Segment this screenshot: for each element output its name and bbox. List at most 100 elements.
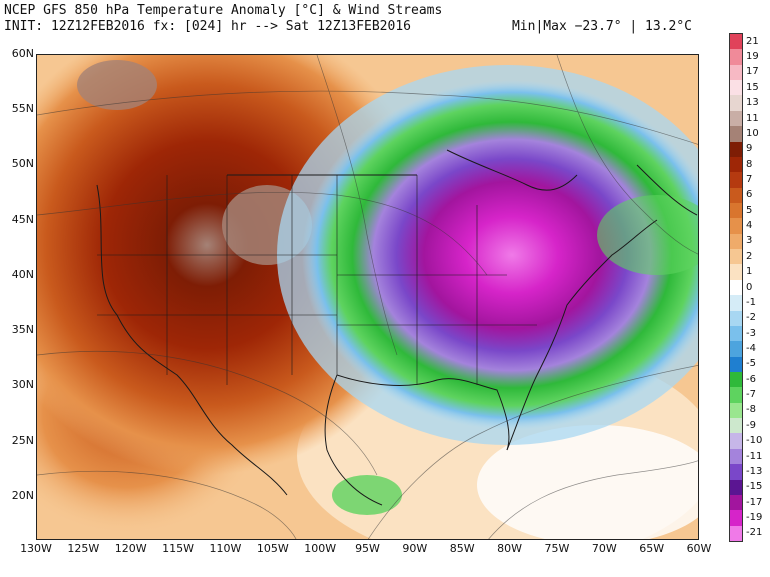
color-swatch xyxy=(730,218,742,235)
lon-tick-label: 90W xyxy=(402,542,428,555)
lon-tick-label: 105W xyxy=(256,542,289,555)
color-swatch xyxy=(730,34,742,50)
wind-streamlines xyxy=(37,55,698,539)
lat-tick-label: 25N xyxy=(11,433,34,447)
color-swatch xyxy=(730,203,742,219)
lon-tick-label: 75W xyxy=(544,542,570,555)
lon-tick-label: 110W xyxy=(209,542,242,555)
color-scale-label: 11 xyxy=(746,112,759,124)
color-swatch xyxy=(730,279,742,296)
color-scale-label: 4 xyxy=(746,220,753,232)
color-scale-label: -15 xyxy=(746,481,763,493)
color-swatch xyxy=(730,49,742,66)
color-swatch xyxy=(730,80,742,96)
color-swatch xyxy=(730,264,742,281)
color-scale-label: -9 xyxy=(746,419,756,431)
color-scale-label: 10 xyxy=(746,127,759,139)
chart-title: NCEP GFS 850 hPa Temperature Anomaly [°C… xyxy=(4,3,443,18)
lat-tick-label: 30N xyxy=(11,378,34,392)
color-scale-label: -7 xyxy=(746,389,756,401)
color-scale-label: 21 xyxy=(746,35,759,47)
color-scale-label: 8 xyxy=(746,158,753,170)
color-scale-label: -19 xyxy=(746,511,763,523)
color-scale-label: 1 xyxy=(746,266,753,278)
lat-tick-label: 60N xyxy=(11,47,34,60)
lat-tick-label: 40N xyxy=(11,267,34,281)
color-scale-bar xyxy=(729,33,743,542)
lat-tick-label: 35N xyxy=(11,323,34,337)
color-scale-label: 2 xyxy=(746,250,753,262)
lat-tick-label: 55N xyxy=(11,102,34,116)
color-swatch xyxy=(730,494,742,511)
color-swatch xyxy=(730,110,742,127)
eastern-cold-anomaly xyxy=(302,80,698,430)
color-swatch xyxy=(730,233,742,250)
color-scale-label: -10 xyxy=(746,435,763,447)
color-scale-label: -5 xyxy=(746,358,756,370)
color-scale-label: 0 xyxy=(746,281,753,293)
color-swatch xyxy=(730,141,742,158)
color-scale-label: 9 xyxy=(746,143,753,155)
color-swatch xyxy=(730,418,742,434)
lon-tick-label: 80W xyxy=(497,542,522,555)
color-swatch xyxy=(730,341,742,358)
lon-tick-label: 60W xyxy=(686,542,712,555)
color-scale-label: 13 xyxy=(746,97,759,109)
color-scale-label: 5 xyxy=(746,204,753,216)
maritimes-cool-patch xyxy=(597,195,698,275)
anomaly-map xyxy=(36,54,699,540)
anomaly-map-svg xyxy=(37,55,698,539)
init-forecast-info: INIT: 12Z12FEB2016 fx: [024] hr --> Sat … xyxy=(4,19,411,34)
lon-tick-label: 125W xyxy=(67,542,100,555)
color-scale-label: -8 xyxy=(746,404,756,416)
color-swatch xyxy=(730,325,742,342)
color-scale-label: -4 xyxy=(746,342,756,354)
lon-tick-label: 65W xyxy=(639,542,665,555)
color-swatch xyxy=(730,126,742,143)
color-swatch xyxy=(730,156,742,173)
color-swatch xyxy=(730,387,742,404)
color-scale-label: -1 xyxy=(746,296,756,308)
caribbean-neutral-region xyxy=(477,425,698,539)
color-scale-label: 7 xyxy=(746,173,753,185)
lon-tick-label: 120W xyxy=(114,542,147,555)
lon-tick-label: 95W xyxy=(355,542,380,555)
color-scale-label: -6 xyxy=(746,373,756,385)
color-scale-label: -21 xyxy=(746,527,763,539)
color-scale-label: -2 xyxy=(746,312,756,324)
color-swatch xyxy=(730,510,742,527)
color-scale-label: 17 xyxy=(746,66,759,78)
color-swatch xyxy=(730,249,742,265)
lon-tick-label: 130W xyxy=(20,542,52,555)
color-swatch xyxy=(730,95,742,112)
color-scale-label: 15 xyxy=(746,81,759,93)
color-swatch xyxy=(730,187,742,204)
color-swatch xyxy=(730,464,742,481)
color-scale-label: -17 xyxy=(746,496,763,508)
lon-tick-label: 70W xyxy=(591,542,617,555)
color-swatch xyxy=(730,433,742,450)
central-america-cool-patch xyxy=(332,475,402,515)
min-max-readout: Min|Max −23.7° | 13.2°C xyxy=(511,19,692,34)
warm-anomaly-peak-north xyxy=(77,60,157,110)
color-swatch xyxy=(730,310,742,327)
lat-tick-label: 50N xyxy=(11,157,34,171)
color-scale-label: 6 xyxy=(746,189,753,201)
color-scale-label: -3 xyxy=(746,327,756,339)
color-swatch xyxy=(730,402,742,419)
color-swatch xyxy=(730,64,742,81)
lon-tick-label: 100W xyxy=(304,542,337,555)
color-scale-label: -13 xyxy=(746,465,763,477)
coastlines xyxy=(96,149,698,506)
state-borders xyxy=(97,175,537,385)
color-swatch xyxy=(730,525,742,542)
color-swatch xyxy=(730,448,742,465)
color-scale-label: 3 xyxy=(746,235,753,247)
color-swatch xyxy=(730,295,742,312)
lon-tick-label: 85W xyxy=(449,542,475,555)
color-swatch xyxy=(730,172,742,189)
lat-tick-label: 20N xyxy=(11,488,34,502)
color-swatch xyxy=(730,479,742,496)
lon-tick-label: 115W xyxy=(162,542,194,555)
color-swatch xyxy=(730,372,742,388)
